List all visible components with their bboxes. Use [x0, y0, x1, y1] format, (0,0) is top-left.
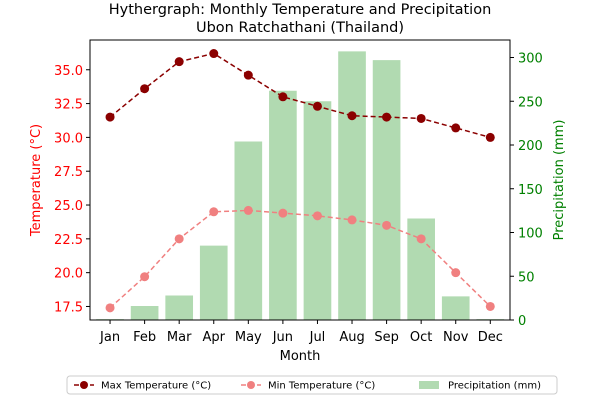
min-temperature-point: [209, 207, 219, 217]
y-right-tick-label: 200: [518, 139, 543, 154]
legend-item-precipitation: Precipitation (mm): [419, 381, 541, 392]
max-temperature-point: [278, 92, 288, 102]
max-temperature-point: [382, 112, 392, 122]
chart-subtitle: Ubon Ratchathani (Thailand): [196, 20, 404, 36]
precipitation-bar: [407, 218, 435, 320]
precipitation-bar: [199, 245, 228, 320]
legend: Max Temperature (°C) Min Temperature (°C)…: [66, 375, 558, 395]
max-temperature-point: [105, 112, 115, 122]
y-left-tick-label: 22.5: [54, 233, 83, 248]
min-temperature-point: [347, 215, 357, 225]
x-tick-label: Aug: [339, 330, 364, 345]
precipitation-bar: [303, 101, 332, 320]
y-right-tick-label: 250: [518, 95, 543, 110]
min-temperature-point: [278, 208, 288, 218]
precipitation-bar: [441, 296, 470, 320]
x-tick-label: Oct: [410, 330, 432, 345]
y-left-tick-label: 32.5: [54, 98, 83, 113]
min-temperature-point: [174, 234, 184, 244]
plot-area: Jan Feb Mar Apr May Jun Jul Aug Sep Oct Nov Dec 17.5…: [54, 39, 543, 345]
plot-frame: [89, 39, 511, 321]
precipitation-bar: [338, 51, 366, 320]
min-temperature-line: [109, 209, 491, 309]
x-tick-label: Dec: [478, 330, 503, 345]
y-right-tick-label: 300: [518, 52, 543, 67]
x-tick-label: Mar: [167, 330, 192, 345]
min-temperature-point: [312, 211, 322, 221]
y-right-tick-label: 50: [518, 270, 535, 285]
y-left-tick-label: 25.0: [54, 199, 83, 214]
min-temperature-point: [140, 272, 150, 282]
x-axis-label: Month: [280, 349, 321, 364]
legend-marker-swatch: [247, 381, 255, 389]
y-axis-left-label: Temperature (°C): [29, 124, 44, 237]
max-temperature-point: [485, 132, 495, 142]
max-temperature-line: [109, 52, 491, 139]
chart-title: Hythergraph: Monthly Temperature and Pre…: [109, 2, 492, 18]
max-temperature-point: [174, 57, 184, 67]
min-temperature-point: [451, 268, 461, 278]
x-tick-label: Jul: [309, 330, 326, 345]
precipitation-bar: [269, 90, 297, 320]
max-temperature-point: [347, 111, 357, 121]
y-right-tick-label: 0: [518, 314, 526, 329]
x-tick-label: Jan: [99, 330, 120, 345]
max-temperature-point: [451, 123, 461, 133]
y-left-tick-label: 30.0: [54, 131, 83, 146]
max-temperature-point: [243, 70, 253, 80]
precipitation-bar: [165, 295, 194, 320]
precipitation-bar: [234, 141, 263, 320]
y-axis-right-label: Precipitation (mm): [552, 120, 567, 241]
legend-label: Max Temperature (°C): [101, 381, 211, 392]
legend-item-min-temperature: Min Temperature (°C): [241, 381, 375, 392]
max-temperature-point: [416, 113, 426, 123]
max-temperature-point: [312, 101, 322, 111]
precipitation-bar: [372, 60, 401, 320]
legend-label: Min Temperature (°C): [268, 381, 375, 392]
x-tick-label: Apr: [203, 330, 226, 345]
legend-label: Precipitation (mm): [448, 381, 541, 392]
legend-item-max-temperature: Max Temperature (°C): [74, 381, 211, 392]
y-left-tick-label: 17.5: [54, 300, 83, 315]
min-temperature-point: [105, 303, 115, 313]
min-temperature-point: [382, 220, 392, 230]
legend-marker-swatch: [80, 381, 88, 389]
min-temperature-point: [485, 301, 495, 311]
x-tick-label: May: [235, 330, 262, 345]
y-left-tick-label: 20.0: [54, 267, 83, 282]
min-temperature-point: [416, 234, 426, 244]
legend-frame: [66, 375, 558, 395]
x-tick-label: Jun: [272, 330, 293, 345]
y-left-tick-label: 35.0: [54, 64, 83, 79]
legend-bar-swatch: [419, 381, 439, 389]
precipitation-bar: [130, 306, 159, 320]
min-temperature-point: [243, 205, 253, 215]
x-tick-label: Feb: [133, 330, 156, 345]
max-temperature-point: [209, 49, 219, 59]
max-temperature-point: [140, 84, 150, 94]
x-tick-label: Nov: [443, 330, 469, 345]
y-right-tick-label: 150: [518, 183, 543, 198]
y-left-tick-label: 27.5: [54, 165, 83, 180]
x-tick-label: Sep: [374, 330, 399, 345]
y-right-tick-label: 100: [518, 227, 543, 242]
